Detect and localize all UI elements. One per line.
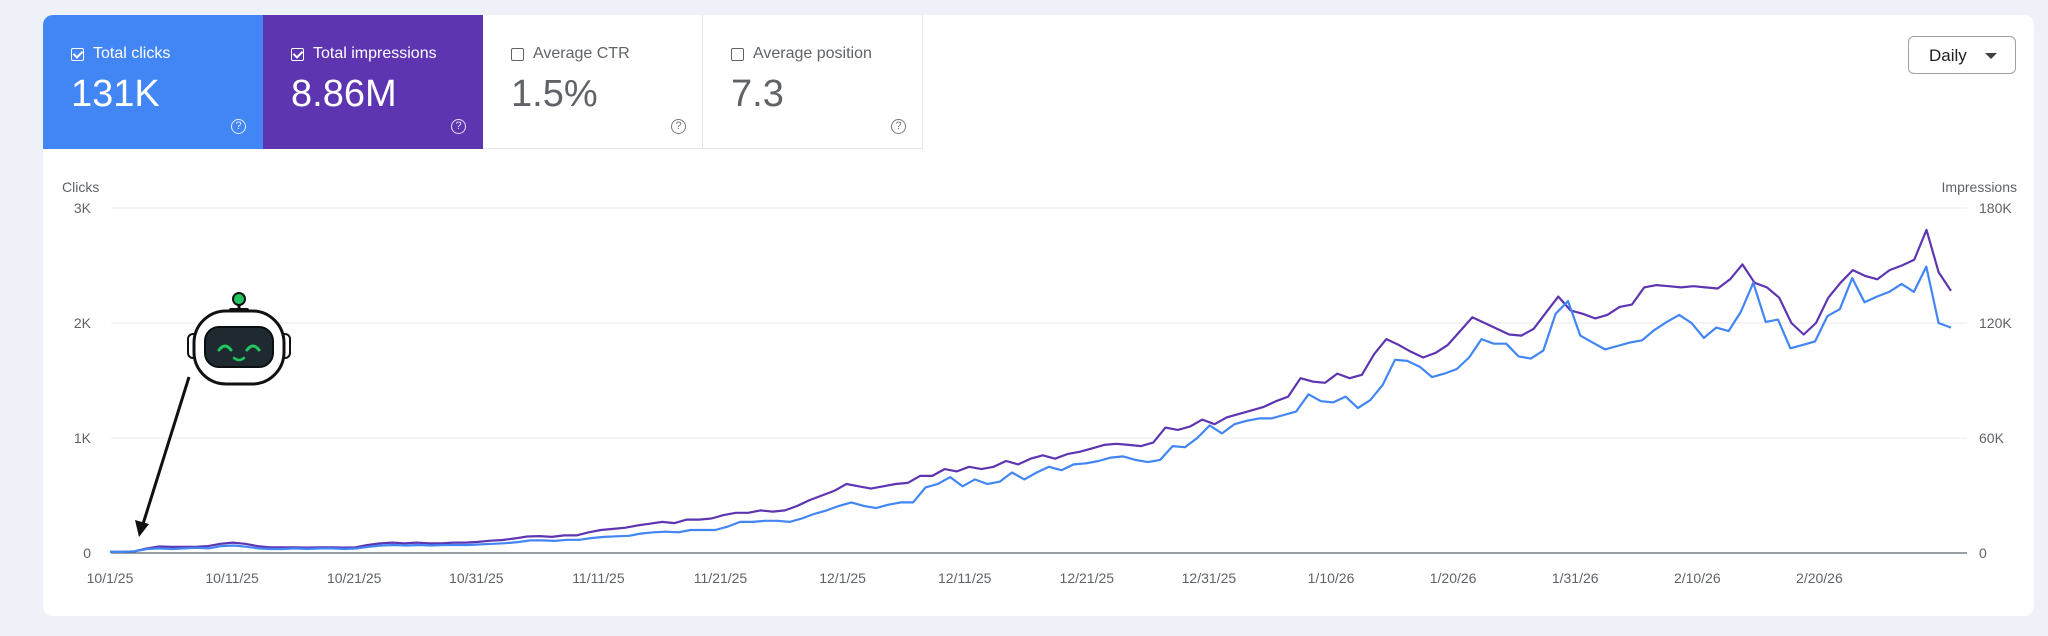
- series-line-impressions: [110, 228, 1952, 554]
- x-tick-label: 10/21/25: [327, 570, 382, 586]
- y-right-tick-label: 60K: [1979, 430, 2005, 446]
- pointer-arrow-icon: [135, 376, 191, 537]
- y-axis-left-title: Clicks: [62, 179, 99, 195]
- caret-down-icon: [1985, 53, 1997, 59]
- help-icon[interactable]: ?: [451, 119, 466, 134]
- y-right-tick-label: 120K: [1979, 315, 2012, 331]
- x-tick-label: 11/21/25: [694, 570, 748, 586]
- metric-value: 131K: [71, 73, 160, 115]
- metric-label: Total clicks: [93, 45, 171, 62]
- x-tick-label: 12/21/25: [1060, 570, 1115, 586]
- help-icon[interactable]: ?: [671, 119, 686, 134]
- metric-average-ctr[interactable]: Average CTR 1.5% ?: [483, 15, 703, 149]
- x-tick-label: 12/1/25: [819, 570, 866, 586]
- metric-value: 7.3: [731, 73, 784, 115]
- metric-value: 8.86M: [291, 73, 397, 115]
- metric-value: 1.5%: [511, 73, 598, 115]
- arrow-shaft: [141, 376, 191, 525]
- help-icon[interactable]: ?: [891, 119, 906, 134]
- metric-total-clicks[interactable]: Total clicks 131K ?: [43, 15, 263, 149]
- y-left-tick-label: 2K: [74, 315, 92, 331]
- metric-label: Average position: [753, 45, 872, 62]
- y-axis-right-ticks: 0 60K 120K 180K: [1979, 200, 2012, 561]
- y-axis-left-ticks: 0 1K 2K 3K: [74, 200, 92, 561]
- checkbox-unchecked-icon[interactable]: [731, 47, 744, 61]
- granularity-dropdown[interactable]: Daily: [1908, 36, 2016, 74]
- checkbox-unchecked-icon[interactable]: [511, 47, 524, 61]
- y-axis-right-title: Impressions: [1942, 179, 2017, 195]
- y-left-tick-label: 1K: [74, 430, 92, 446]
- x-tick-label: 10/1/25: [87, 570, 134, 586]
- x-tick-label: 2/10/26: [1674, 570, 1721, 586]
- granularity-label: Daily: [1929, 46, 1967, 65]
- chart-series: [110, 228, 1952, 554]
- checkbox-checked-icon[interactable]: [71, 47, 84, 61]
- metric-header: Total clicks: [71, 45, 170, 63]
- x-tick-label: 1/10/26: [1308, 570, 1355, 586]
- chart-gridlines: [111, 207, 1967, 554]
- performance-card: Total clicks 131K ? Total impressions 8.…: [43, 15, 2034, 616]
- x-tick-label: 1/31/26: [1552, 570, 1599, 586]
- metric-total-impressions[interactable]: Total impressions 8.86M ?: [263, 15, 483, 149]
- x-tick-label: 12/31/25: [1182, 570, 1237, 586]
- y-right-tick-label: 180K: [1979, 200, 2012, 216]
- metric-average-position[interactable]: Average position 7.3 ?: [703, 15, 923, 149]
- help-icon[interactable]: ?: [231, 119, 246, 134]
- x-tick-label: 10/11/25: [205, 570, 259, 586]
- series-line-clicks: [110, 265, 1952, 554]
- metric-header: Total impressions: [291, 45, 437, 63]
- metric-header: Average CTR: [511, 45, 630, 63]
- metric-label: Total impressions: [313, 45, 437, 62]
- x-tick-label: 11/11/25: [572, 570, 625, 586]
- x-tick-label: 12/11/25: [938, 570, 992, 586]
- robot-mascot-icon: [187, 292, 291, 386]
- checkbox-checked-icon[interactable]: [291, 47, 304, 61]
- arrow-head: [135, 520, 149, 537]
- x-axis-ticks: 10/1/25 10/11/25 10/21/25 10/31/25 11/11/25 1…: [87, 570, 1843, 586]
- metric-label: Average CTR: [533, 45, 630, 62]
- y-left-tick-label: 3K: [74, 200, 92, 216]
- y-right-tick-label: 0: [1979, 545, 1987, 561]
- x-tick-label: 2/20/26: [1796, 570, 1843, 586]
- y-left-tick-label: 0: [83, 545, 91, 561]
- metric-header: Average position: [731, 45, 872, 63]
- x-tick-label: 10/31/25: [449, 570, 504, 586]
- x-tick-label: 1/20/26: [1430, 570, 1477, 586]
